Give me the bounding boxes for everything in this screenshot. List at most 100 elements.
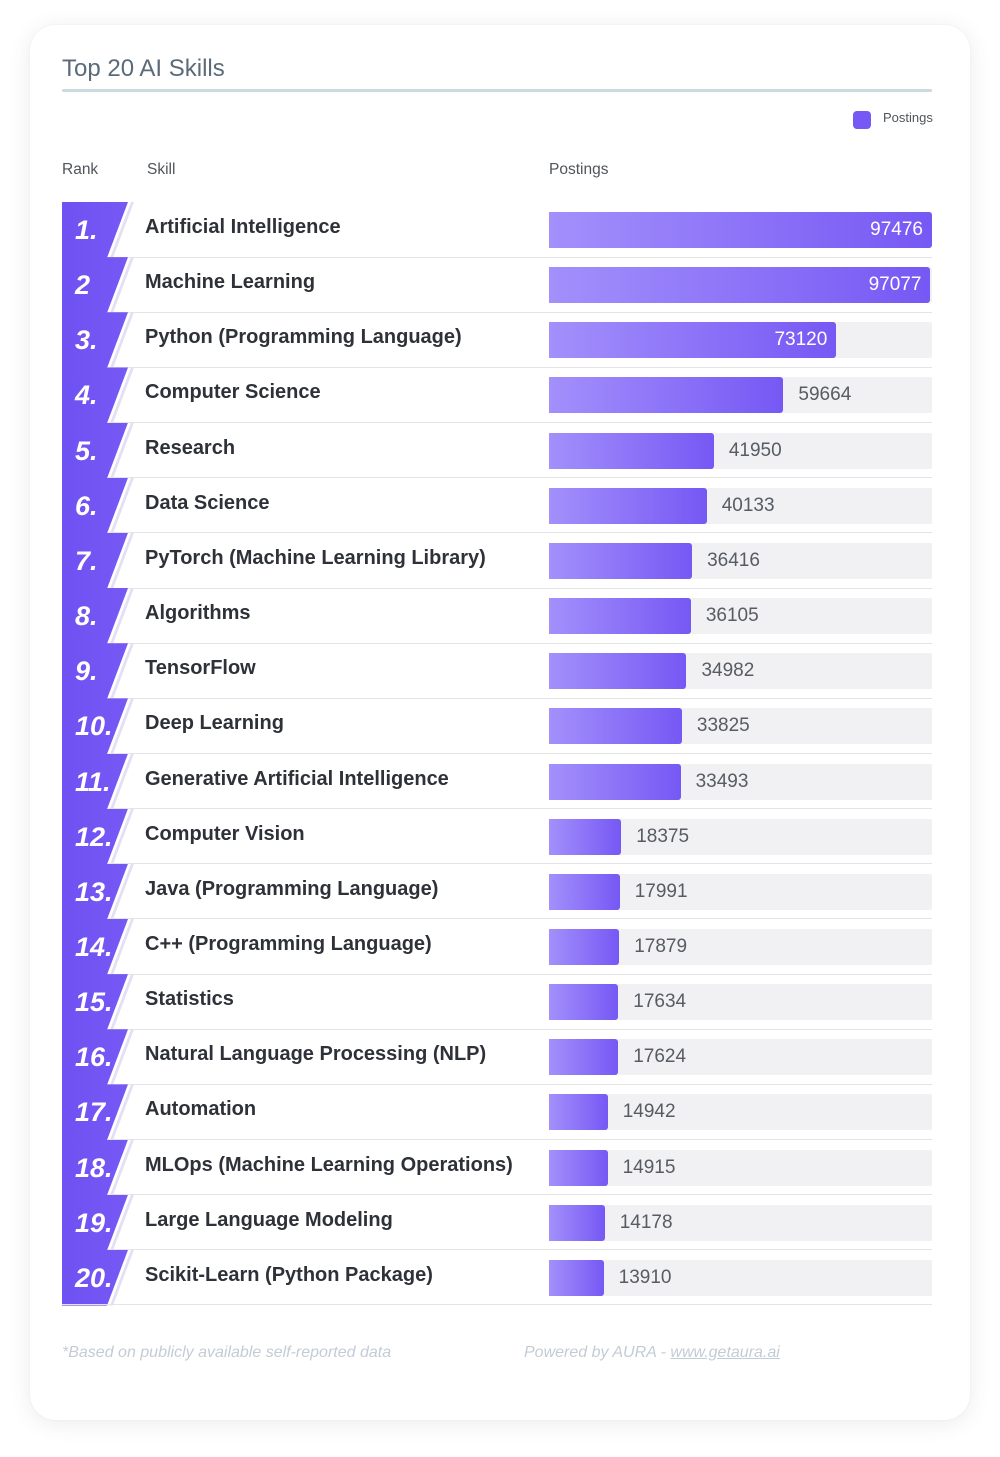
postings-bar (549, 432, 714, 469)
powered-by-text: Powered by AURA - (524, 1344, 671, 1361)
row-divider (108, 256, 932, 258)
skill-label: Artificial Intelligence (145, 216, 341, 238)
postings-bar (549, 1204, 605, 1241)
postings-value-label: 41950 (728, 439, 782, 461)
rank-label: 16. (75, 1042, 113, 1073)
skill-label: Deep Learning (145, 712, 284, 735)
postings-value-label: 59664 (798, 384, 852, 406)
skill-label: Research (145, 436, 236, 459)
postings-value-label: 14178 (619, 1211, 673, 1233)
skill-row: 12. Computer Vision 18375 (0, 808, 1000, 865)
skill-row: 3. Python (Programming Language) 73120 (0, 312, 1000, 369)
row-divider (62, 1304, 932, 1306)
skill-row: 10. Deep Learning 33825 (0, 698, 1000, 755)
rank-label: 9. (75, 656, 98, 687)
postings-value-label: 40133 (721, 494, 775, 516)
rank-label: 1. (75, 215, 98, 245)
skill-label: Python (Programming Language) (145, 326, 462, 349)
skill-row: 6. Data Science 40133 (0, 477, 1000, 534)
skill-row: 16. Natural Language Processing (NLP) 1762… (0, 1029, 1000, 1085)
skill-label: Automation (145, 1098, 257, 1121)
row-divider (108, 1139, 932, 1141)
postings-value-label: 36105 (705, 605, 759, 627)
postings-value-label: 97476 (870, 219, 923, 240)
row-divider (108, 366, 932, 368)
bar-track (549, 1259, 932, 1296)
skill-row: 9. TensorFlow 34982 (0, 643, 1000, 699)
skill-row: 19. Large Language Modeling 14178 (0, 1194, 1000, 1251)
skill-label: Large Language Modeling (145, 1208, 393, 1231)
bar-track (549, 1149, 932, 1186)
rank-label: 2 (75, 270, 91, 301)
postings-value-label: 17879 (634, 935, 688, 957)
chart-title: Top 20 AI Skills (62, 55, 225, 82)
bar-track (549, 1204, 932, 1241)
postings-bar (549, 212, 932, 248)
skill-row: 17. Automation 14942 (0, 1084, 1000, 1141)
postings-value-label: 33493 (695, 770, 749, 792)
skill-label: C++ (Programming Language) (145, 932, 432, 955)
legend: Postings (853, 109, 933, 131)
skill-row: 20. Scikit-Learn (Python Package) 13910 (0, 1249, 1000, 1306)
postings-bar (549, 1094, 608, 1131)
row-divider (108, 1194, 932, 1196)
skill-label: MLOps (Machine Learning Operations) (145, 1153, 513, 1176)
row-divider (108, 863, 932, 865)
skill-row: 13. Java (Programming Language) 17991 (0, 863, 1000, 920)
rank-label: 14. (75, 931, 113, 962)
row-divider (108, 1028, 932, 1030)
postings-bar (549, 598, 691, 635)
bar-track (549, 1094, 932, 1131)
row-divider (108, 1083, 932, 1085)
column-header-skill: Skill (147, 161, 176, 178)
skill-label: Computer Vision (145, 822, 305, 845)
data-disclaimer: *Based on publicly available self-report… (62, 1344, 392, 1361)
row-divider (108, 642, 932, 644)
rank-label: 12. (75, 821, 113, 852)
postings-bar (549, 1259, 604, 1296)
row-divider (108, 1249, 932, 1251)
powered-by: Powered by AURA - www.getaura.ai (524, 1343, 780, 1363)
postings-value-label: 14942 (622, 1101, 676, 1123)
row-divider (108, 918, 932, 920)
aura-website-link[interactable]: www.getaura.ai (670, 1344, 780, 1361)
rank-label: 17. (75, 1097, 113, 1128)
postings-value-label: 73120 (774, 329, 828, 351)
postings-bar (549, 1149, 608, 1186)
postings-bar (549, 818, 622, 855)
postings-value-label: 13910 (618, 1266, 672, 1288)
skill-row: 2 Machine Learning 97077 (0, 257, 1000, 313)
skill-label: Machine Learning (145, 271, 316, 294)
postings-bar (549, 984, 619, 1021)
rank-label: 11. (75, 766, 111, 797)
row-divider (108, 697, 932, 699)
rank-label: 13. (75, 876, 113, 907)
rank-label: 15. (75, 987, 113, 1018)
row-divider (108, 311, 932, 313)
skill-row: 11. Generative Artificial Intelligence 334… (0, 753, 1000, 810)
skill-label: Java (Programming Language) (145, 877, 439, 900)
skill-row: 7. PyTorch (Machine Learning Library) 3641… (0, 532, 1000, 589)
rank-label: 3. (75, 325, 98, 356)
postings-value-label: 18375 (636, 825, 690, 847)
row-divider (108, 752, 932, 754)
skill-label: Scikit-Learn (Python Package) (145, 1263, 433, 1286)
rank-label: 10. (75, 711, 113, 742)
skill-label: Natural Language Processing (NLP) (145, 1043, 487, 1066)
rank-label: 18. (75, 1152, 113, 1183)
legend-label: Postings (883, 110, 933, 125)
skill-row: 18. MLOps (Machine Learning Operations) 14… (0, 1139, 1000, 1196)
postings-bar (549, 487, 707, 524)
postings-value-label: 17991 (634, 880, 688, 902)
skill-row: 14. C++ (Programming Language) 17879 (0, 918, 1000, 975)
legend-swatch (853, 111, 871, 129)
postings-bar (549, 928, 620, 965)
skill-label: Generative Artificial Intelligence (145, 767, 449, 790)
skill-label: PyTorch (Machine Learning Library) (145, 546, 486, 569)
postings-bar (549, 653, 687, 690)
skill-label: Data Science (145, 491, 270, 514)
column-header-postings: Postings (549, 161, 609, 178)
skill-label: Computer Science (145, 381, 321, 404)
